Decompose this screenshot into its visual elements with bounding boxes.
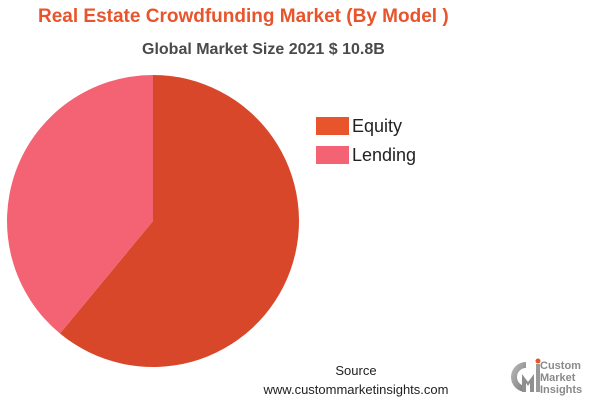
chart-legend: Equity Lending — [316, 116, 416, 174]
source-block: Source www.custommarketinsights.com — [256, 361, 456, 399]
source-label: Source — [335, 363, 377, 378]
legend-swatch-lending — [316, 146, 349, 164]
legend-label-lending: Lending — [352, 144, 417, 165]
legend-item-equity: Equity — [316, 116, 416, 136]
legend-swatch-equity — [316, 117, 349, 135]
chart-title: Real Estate Crowdfunding Market (By Mode… — [38, 6, 449, 27]
logo-line-2: Market — [540, 372, 576, 384]
legend-item-lending: Lending — [316, 145, 416, 165]
pie-slice-lending — [6, 74, 153, 334]
logo-line-3: Insights — [540, 384, 583, 396]
pie-slice-equity — [59, 75, 299, 367]
logo-line-1: Custom — [540, 360, 581, 372]
legend-label-equity: Equity — [352, 115, 403, 136]
source-url[interactable]: www.custommarketinsights.com — [263, 382, 449, 397]
logo-text: Custom Market Insights — [540, 360, 582, 396]
chart-subtitle: Global Market Size 2021 $ 10.8B — [142, 41, 385, 58]
custom-market-insights-logo-icon — [511, 358, 541, 392]
brand-logo: Custom Market Insights — [506, 356, 600, 398]
